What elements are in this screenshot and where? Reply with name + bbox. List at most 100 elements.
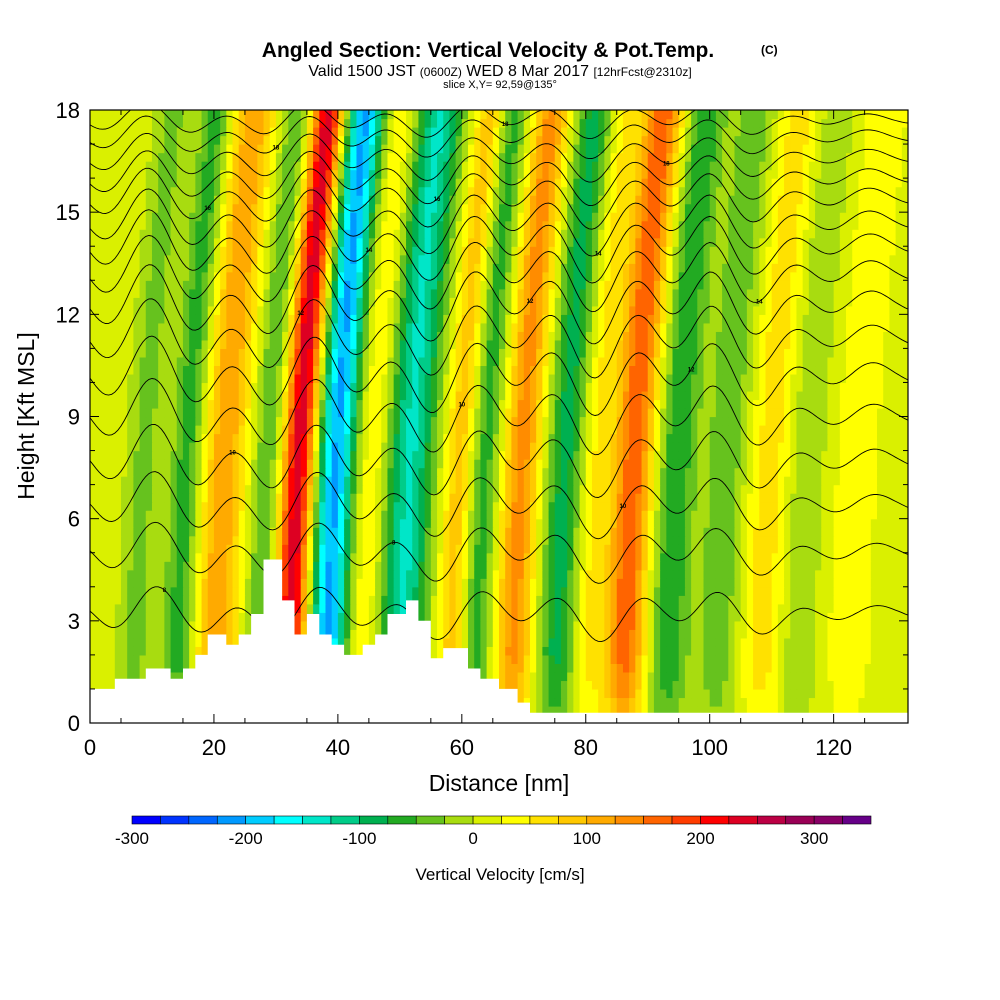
velocity-cell bbox=[177, 621, 184, 630]
velocity-cell bbox=[666, 638, 673, 647]
velocity-cell bbox=[195, 646, 202, 655]
velocity-cell bbox=[437, 425, 444, 434]
velocity-cell bbox=[313, 425, 320, 434]
velocity-cell bbox=[834, 646, 841, 655]
velocity-cell bbox=[865, 663, 872, 672]
velocity-cell bbox=[883, 442, 890, 451]
velocity-cell bbox=[834, 587, 841, 596]
velocity-cell bbox=[251, 442, 258, 451]
velocity-cell bbox=[152, 587, 159, 596]
velocity-cell bbox=[245, 621, 252, 630]
velocity-cell bbox=[226, 425, 233, 434]
velocity-cell bbox=[642, 510, 649, 519]
velocity-cell bbox=[177, 451, 184, 460]
velocity-cell bbox=[840, 544, 847, 553]
velocity-cell bbox=[815, 638, 822, 647]
velocity-cell bbox=[611, 408, 618, 417]
velocity-cell bbox=[883, 680, 890, 689]
velocity-cell bbox=[301, 417, 308, 426]
velocity-cell bbox=[121, 578, 128, 587]
velocity-cell bbox=[282, 536, 289, 545]
velocity-cell bbox=[666, 578, 673, 587]
velocity-cell bbox=[617, 595, 624, 604]
velocity-cell bbox=[896, 587, 903, 596]
velocity-cell bbox=[654, 476, 661, 485]
velocity-cell bbox=[536, 561, 543, 570]
velocity-cell bbox=[896, 536, 903, 545]
velocity-cell bbox=[697, 527, 704, 536]
velocity-cell bbox=[90, 527, 97, 536]
velocity-cell bbox=[728, 621, 735, 630]
velocity-cell bbox=[827, 646, 834, 655]
velocity-cell bbox=[858, 697, 865, 706]
velocity-cell bbox=[332, 544, 339, 553]
velocity-cell bbox=[846, 672, 853, 681]
velocity-cell bbox=[741, 442, 748, 451]
velocity-cell bbox=[759, 672, 766, 681]
velocity-cell bbox=[152, 544, 159, 553]
velocity-cell bbox=[121, 612, 128, 621]
velocity-cell bbox=[301, 442, 308, 451]
velocity-cell bbox=[189, 408, 196, 417]
velocity-cell bbox=[257, 468, 264, 477]
velocity-cell bbox=[369, 570, 376, 579]
velocity-cell bbox=[821, 621, 828, 630]
velocity-cell bbox=[673, 434, 680, 443]
velocity-cell bbox=[790, 519, 797, 528]
velocity-cell bbox=[852, 621, 859, 630]
velocity-cell bbox=[635, 553, 642, 562]
velocity-cell bbox=[102, 459, 109, 468]
velocity-cell bbox=[431, 510, 438, 519]
velocity-cell bbox=[734, 434, 741, 443]
velocity-cell bbox=[586, 417, 593, 426]
velocity-cell bbox=[809, 595, 816, 604]
velocity-cell bbox=[524, 655, 531, 664]
velocity-cell bbox=[586, 502, 593, 511]
velocity-cell bbox=[834, 468, 841, 477]
velocity-cell bbox=[871, 408, 878, 417]
velocity-cell bbox=[821, 578, 828, 587]
velocity-cell bbox=[803, 587, 810, 596]
velocity-cell bbox=[815, 527, 822, 536]
velocity-cell bbox=[449, 442, 456, 451]
velocity-cell bbox=[635, 425, 642, 434]
velocity-cell bbox=[883, 527, 890, 536]
velocity-cell bbox=[387, 527, 394, 536]
velocity-cell bbox=[629, 408, 636, 417]
velocity-cell bbox=[753, 672, 760, 681]
velocity-cell bbox=[542, 399, 549, 408]
velocity-cell bbox=[611, 663, 618, 672]
velocity-cell bbox=[722, 646, 729, 655]
velocity-cell bbox=[146, 553, 153, 562]
velocity-cell bbox=[722, 493, 729, 502]
velocity-cell bbox=[288, 425, 295, 434]
velocity-cell bbox=[133, 655, 140, 664]
velocity-cell bbox=[462, 621, 469, 630]
velocity-cell bbox=[704, 536, 711, 545]
velocity-cell bbox=[375, 561, 382, 570]
velocity-cell bbox=[177, 536, 184, 545]
velocity-cell bbox=[140, 663, 147, 672]
velocity-cell bbox=[629, 680, 636, 689]
velocity-cell bbox=[809, 485, 816, 494]
velocity-cell bbox=[741, 527, 748, 536]
velocity-cell bbox=[827, 595, 834, 604]
velocity-cell bbox=[716, 536, 723, 545]
velocity-cell bbox=[499, 672, 506, 681]
velocity-cell bbox=[728, 485, 735, 494]
velocity-cell bbox=[827, 561, 834, 570]
velocity-cell bbox=[685, 672, 692, 681]
velocity-cell bbox=[233, 561, 240, 570]
velocity-cell bbox=[679, 553, 686, 562]
velocity-cell bbox=[728, 502, 735, 511]
velocity-cell bbox=[530, 468, 537, 477]
velocity-cell bbox=[871, 595, 878, 604]
velocity-cell bbox=[846, 638, 853, 647]
velocity-cell bbox=[140, 638, 147, 647]
velocity-cell bbox=[598, 646, 605, 655]
velocity-cell bbox=[183, 536, 190, 545]
velocity-cell bbox=[350, 578, 357, 587]
velocity-cell bbox=[778, 544, 785, 553]
velocity-cell bbox=[133, 408, 140, 417]
velocity-cell bbox=[803, 468, 810, 477]
